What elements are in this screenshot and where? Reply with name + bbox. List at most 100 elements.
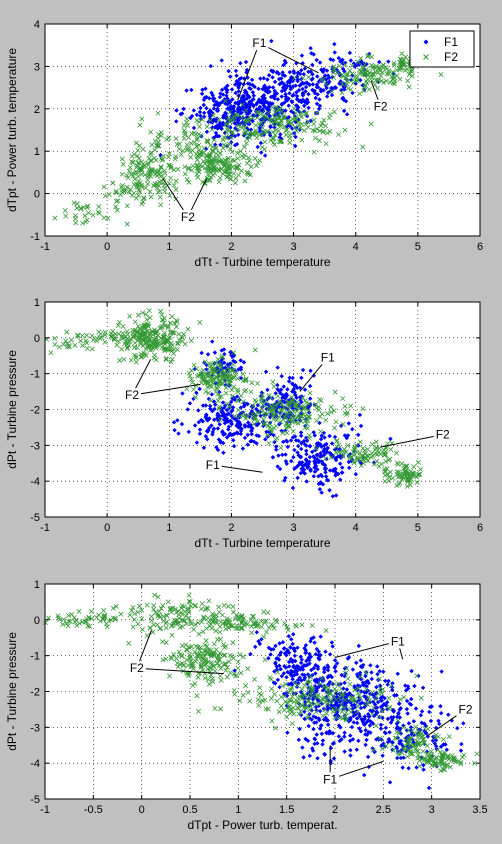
point-F1 <box>323 450 328 455</box>
point-F1 <box>186 429 191 435</box>
point-F2 <box>401 475 407 481</box>
point-F1 <box>243 59 249 65</box>
point-F2 <box>438 72 444 78</box>
point-F2 <box>390 747 396 753</box>
point-F1 <box>342 673 347 679</box>
point-F2 <box>285 700 291 706</box>
point-F1 <box>255 144 260 150</box>
point-F2 <box>186 135 192 141</box>
point-F2 <box>331 75 337 81</box>
point-F2 <box>302 398 308 404</box>
point-F2 <box>131 617 137 623</box>
point-F1 <box>248 108 253 113</box>
point-F1 <box>350 90 355 96</box>
point-F2 <box>217 362 223 368</box>
point-F1 <box>236 100 241 105</box>
point-F1 <box>286 664 292 669</box>
point-F2 <box>362 84 368 90</box>
point-F2 <box>377 68 383 74</box>
point-F1 <box>244 67 250 73</box>
point-F2 <box>186 599 192 604</box>
point-F2 <box>102 332 108 338</box>
point-F2 <box>80 220 86 226</box>
point-F2 <box>162 341 168 347</box>
point-F2 <box>87 623 93 629</box>
point-F2 <box>124 346 130 352</box>
point-F2 <box>299 686 305 692</box>
point-F2 <box>196 147 202 153</box>
point-F2 <box>200 367 206 373</box>
point-F1 <box>290 84 296 89</box>
point-F2 <box>190 666 196 672</box>
x-tick-label: 3.5 <box>472 804 487 816</box>
point-F2 <box>291 75 297 81</box>
point-F1 <box>287 123 293 129</box>
point-F1 <box>298 667 303 672</box>
point-F2 <box>203 647 209 653</box>
point-F1 <box>378 696 383 701</box>
point-F1 <box>315 666 321 672</box>
point-F1 <box>257 125 263 131</box>
point-F2 <box>169 314 175 320</box>
point-F2 <box>163 620 169 626</box>
point-F1 <box>328 88 333 94</box>
point-F1 <box>315 452 320 458</box>
point-F2 <box>231 374 237 380</box>
y-tick-label: 1 <box>34 579 40 591</box>
point-F2 <box>379 69 385 75</box>
point-F2 <box>201 616 207 622</box>
point-F2 <box>344 71 350 77</box>
point-F2 <box>347 455 353 461</box>
point-F2 <box>218 706 224 712</box>
point-F1 <box>286 379 292 384</box>
point-F1 <box>312 741 317 747</box>
point-F2 <box>392 735 398 741</box>
point-F1 <box>332 41 337 47</box>
point-F2 <box>185 671 191 677</box>
point-F1 <box>306 69 311 75</box>
point-F2 <box>365 72 371 78</box>
point-F1 <box>194 390 199 396</box>
point-F1 <box>220 92 226 97</box>
point-F1 <box>387 780 393 785</box>
point-F1 <box>408 725 414 730</box>
point-F2 <box>144 344 150 350</box>
point-F2 <box>239 620 245 626</box>
point-F1 <box>296 737 302 743</box>
point-F1 <box>210 110 215 116</box>
point-F2 <box>159 345 165 351</box>
point-F2 <box>152 592 158 598</box>
point-F1 <box>312 469 318 474</box>
point-F1 <box>191 108 197 113</box>
point-F2 <box>158 164 164 170</box>
point-F2 <box>158 308 164 314</box>
point-F2 <box>223 390 229 396</box>
point-F1 <box>236 89 241 94</box>
point-F1 <box>255 113 260 119</box>
point-F2 <box>303 111 309 117</box>
point-F1 <box>324 477 330 483</box>
point-F2 <box>125 331 131 337</box>
point-F2 <box>141 350 147 356</box>
point-F2 <box>226 625 232 631</box>
point-F1 <box>319 444 324 449</box>
point-F1 <box>248 422 254 428</box>
point-F2 <box>76 608 82 614</box>
point-F2 <box>195 174 201 180</box>
point-F2 <box>360 406 366 412</box>
point-F1 <box>320 738 326 743</box>
point-F2 <box>386 457 392 463</box>
grid <box>45 302 480 517</box>
point-F1 <box>367 691 373 697</box>
point-F2 <box>208 621 214 627</box>
point-F2 <box>391 60 397 66</box>
point-F2 <box>369 54 375 60</box>
point-F1 <box>253 644 258 650</box>
point-F1 <box>291 92 297 98</box>
point-F2 <box>414 673 420 679</box>
point-F1 <box>286 96 291 101</box>
point-F1 <box>303 647 308 653</box>
point-F2 <box>206 598 212 604</box>
point-F2 <box>145 160 151 166</box>
point-F2 <box>159 178 165 184</box>
